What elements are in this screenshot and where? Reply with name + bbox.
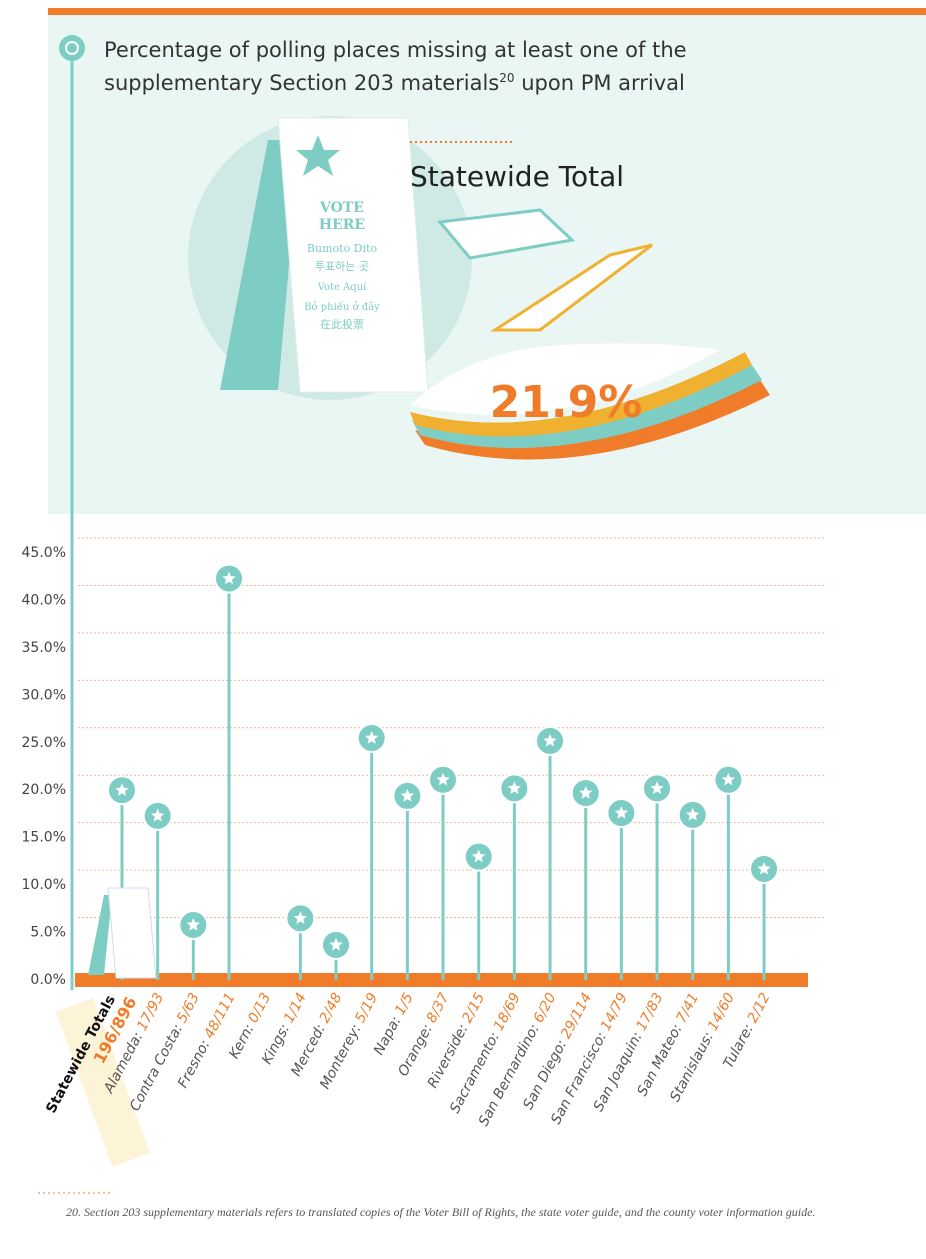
count: 29/114 — [558, 990, 595, 1041]
title: Percentage of polling places missing at … — [104, 36, 804, 97]
category: Merced: — [288, 1022, 329, 1079]
y-tick-label: 25.0% — [22, 735, 66, 751]
count: 1/5 — [392, 990, 417, 1017]
count: 14/60 — [705, 990, 738, 1033]
chart: Statewide Total 21.9% VOTEHERE Bumoto Dit… — [0, 0, 926, 1259]
title-line: Percentage of polling places missing at … — [104, 38, 687, 62]
y-tick-label: 20.0% — [22, 782, 66, 798]
count: 17/93 — [134, 990, 167, 1033]
sign-text: Vote Aquí — [317, 282, 368, 293]
headline-value: 21.9% — [490, 377, 643, 428]
count: 48/111 — [201, 990, 238, 1041]
x-label: Stanislaus:14/60 — [667, 990, 738, 1104]
title-line: upon PM arrival — [521, 71, 685, 95]
category: Kern: — [226, 1022, 257, 1062]
count: 2/12 — [745, 990, 774, 1025]
mini-sign — [108, 888, 156, 978]
count: 1/14 — [281, 990, 310, 1025]
top-bar — [48, 8, 926, 15]
sign-text: VOTE — [319, 200, 364, 216]
count: 5/63 — [174, 990, 203, 1025]
x-tick-label: Stanislaus:14/60 — [667, 990, 738, 1104]
category: Kings: — [259, 1022, 293, 1067]
count: 7/41 — [673, 990, 702, 1025]
count: 0/13 — [245, 990, 274, 1025]
category: Napa: — [371, 1014, 404, 1058]
footnote: 20. Section 203 supplementary materials … — [66, 1202, 866, 1222]
count: 6/20 — [531, 990, 560, 1025]
y-tick-label: 5.0% — [30, 925, 66, 941]
sign-text: Bỏ phiếu ở đây — [304, 302, 380, 313]
sign-text: Bumoto Dito — [307, 242, 378, 255]
y-tick-label: 30.0% — [22, 687, 66, 703]
y-tick-label: 15.0% — [22, 830, 66, 846]
sign-text: HERE — [319, 217, 365, 233]
y-tick-label: 40.0% — [22, 592, 66, 608]
category: Fresno: — [175, 1037, 213, 1090]
sign — [278, 118, 428, 392]
category: Tulare: — [720, 1022, 756, 1072]
icon — [59, 35, 85, 61]
headline: Statewide Total — [410, 160, 624, 193]
note-ref: 20 — [499, 71, 514, 85]
count: 17/83 — [634, 990, 667, 1033]
count: 8/37 — [424, 990, 453, 1025]
sign-text: 투표하는 곳 — [315, 259, 369, 273]
category: Orange: — [395, 1022, 436, 1079]
y-tick-label: 35.0% — [22, 640, 66, 656]
baseline — [75, 973, 808, 987]
y-tick-label: 10.0% — [22, 877, 66, 893]
count: 14/79 — [598, 990, 631, 1033]
mini-sign — [88, 895, 112, 975]
title-line: supplementary Section 203 materials — [104, 71, 499, 95]
page: Statewide Total 21.9% VOTEHERE Bumoto Dit… — [0, 0, 926, 1259]
count: 5/19 — [352, 990, 381, 1025]
y-tick-label: 45.0% — [22, 545, 66, 561]
count: 2/15 — [459, 990, 488, 1025]
count: 2/48 — [317, 990, 346, 1025]
sign-text: 在此投票 — [320, 317, 364, 331]
y-tick-label: 0.0% — [30, 972, 66, 988]
count: 18/69 — [491, 990, 524, 1033]
